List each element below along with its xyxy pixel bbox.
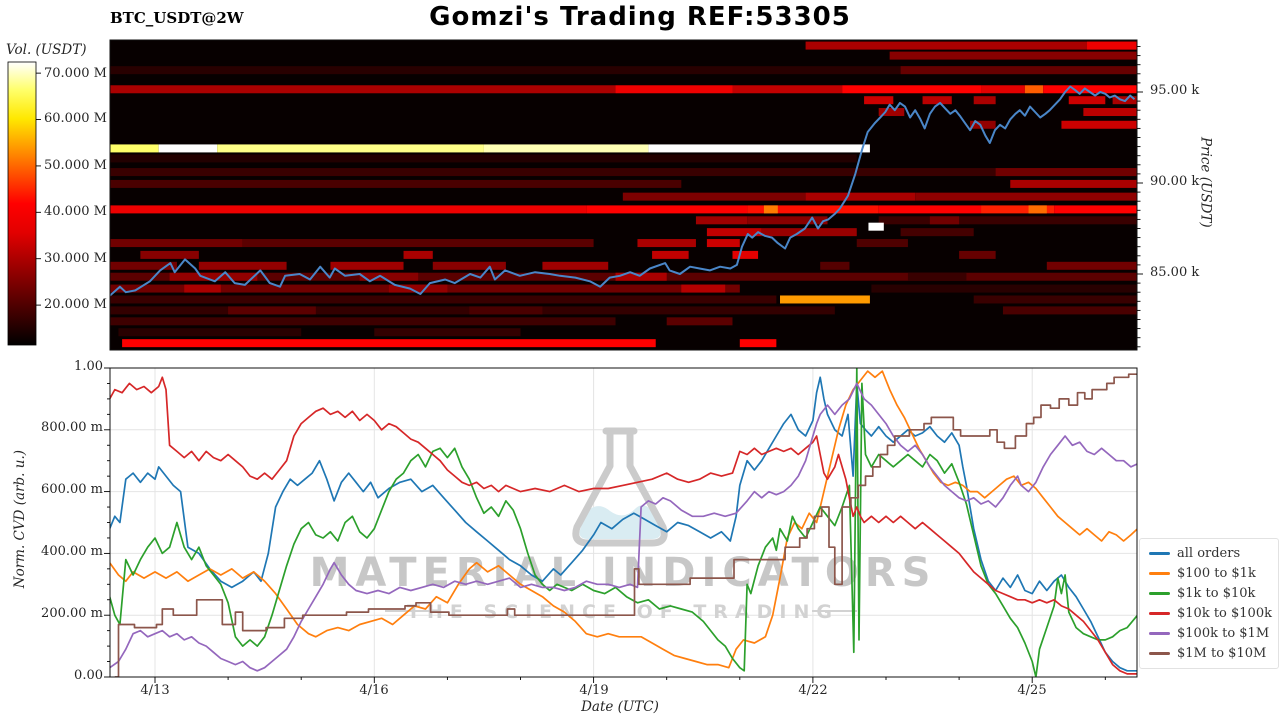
legend-swatch-1k-10k [1149,592,1170,595]
legend-label: $1k to $10k [1177,586,1256,601]
legend: all orders $100 to $1k $1k to $10k $10k … [1139,538,1279,669]
legend-swatch-10k-100k [1149,612,1170,615]
legend-item: $1k to $10k [1149,586,1272,601]
colorbar-tick: 50.000 M [44,158,107,173]
cvd-y-tick: 800.00 m [41,420,103,435]
price-tick: 95.00 k [1150,83,1200,98]
watermark: MATERIAL INDICATORS THE SCIENCE OF TRADI… [310,427,937,623]
cvd-series--1M-to-10M [114,373,1137,677]
legend-swatch-1M-10M [1149,652,1170,655]
cvd-series--10k-to-100k [110,376,1137,675]
price-tick: 90.00 k [1150,174,1200,189]
cvd-series-lines [110,368,1137,677]
date-tick: 4/25 [1017,683,1047,698]
volume-heatmap [109,39,1143,351]
colorbar-tick: 30.000 M [44,251,107,266]
cvd-series--100k-to-1M [110,382,1137,672]
date-tick: 4/13 [140,683,170,698]
colorbar-tick: 40.000 M [44,204,107,219]
date-axis-label: Date (UTC) [581,699,659,715]
date-tick: 4/22 [798,683,828,698]
legend-label: $1M to $10M [1177,646,1267,661]
colorbar [7,61,41,346]
colorbar-tick: 60.000 M [44,111,107,126]
watermark-text-main: MATERIAL INDICATORS [310,550,937,596]
cvd-y-axis-label: Norm. CVD (arb. u.) [12,450,28,589]
cvd-series-all-orders [110,376,1137,672]
legend-item: $10k to $100k [1149,606,1272,621]
page-title: Gomzi's Trading REF:53305 [429,2,851,32]
legend-item: all orders [1149,546,1272,561]
cvd-series--100-to-1k [110,370,1137,669]
cvd-y-tick: 200.00 m [41,606,103,621]
legend-swatch-all-orders [1149,552,1170,555]
legend-item: $1M to $10M [1149,646,1272,661]
legend-item: $100k to $1M [1149,626,1272,641]
colorbar-label: Vol. (USDT) [6,42,87,58]
date-tick: 4/16 [359,683,389,698]
colorbar-tick: 70.000 M [44,66,107,81]
legend-item: $100 to $1k [1149,566,1272,581]
axes-frames [104,367,1138,683]
cvd-y-tick: 0.00 [74,668,103,683]
cvd-y-tick: 600.00 m [41,482,103,497]
watermark-text-sub: THE SCIENCE OF TRADING [407,601,839,623]
white-volume-marker [868,222,884,231]
legend-swatch-100k-1M [1149,632,1170,635]
gridlines [110,368,1137,677]
legend-label: all orders [1177,546,1241,561]
heatmap-cells [110,41,1137,348]
colorbar-tick: 20.000 M [44,297,107,312]
date-tick: 4/19 [579,683,609,698]
flask-icon [572,427,668,547]
legend-label: $100k to $1M [1177,626,1270,641]
cvd-y-tick: 400.00 m [41,544,103,559]
price-tick: 85.00 k [1150,265,1200,280]
legend-swatch-100-1k [1149,572,1170,575]
cvd-series--1k-to-10k [110,368,1137,677]
legend-label: $10k to $100k [1177,606,1272,621]
legend-label: $100 to $1k [1177,566,1256,581]
cvd-y-tick: 1.00 [74,359,103,374]
price-axis-label: Price (USDT) [1197,137,1214,228]
instrument-label: BTC_USDT@2W [110,9,244,27]
price-line [110,85,1136,297]
